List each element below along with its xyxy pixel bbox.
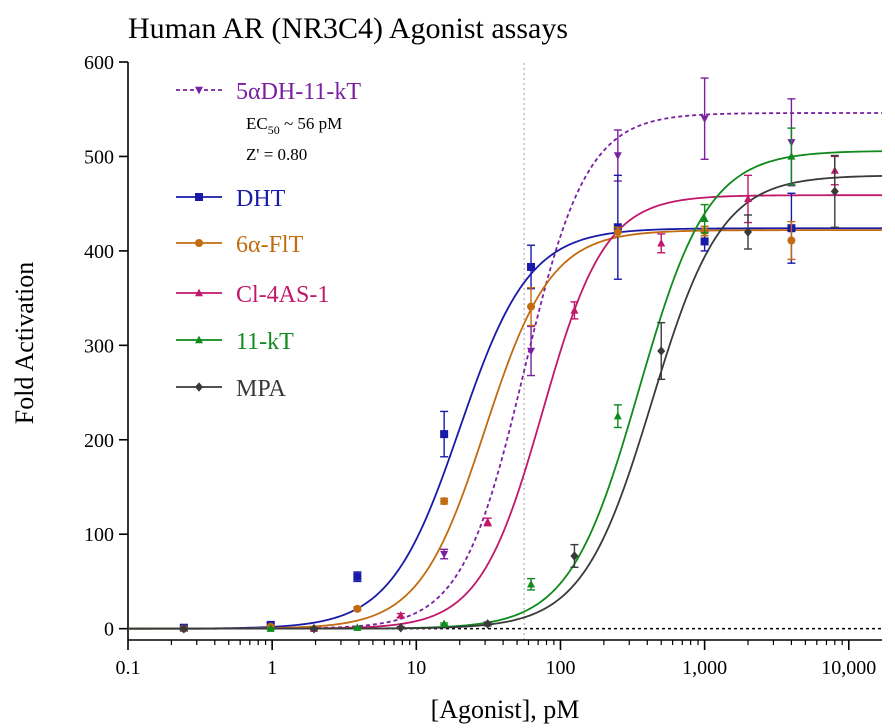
data-point bbox=[440, 550, 449, 559]
x-tick-label: 1,000 bbox=[682, 657, 727, 679]
y-tick-label: 100 bbox=[84, 524, 114, 546]
legend-swatch-marker bbox=[195, 193, 203, 201]
data-point bbox=[570, 305, 579, 314]
data-point bbox=[396, 611, 405, 619]
data-point bbox=[657, 346, 666, 356]
ec50-subscript: 50 bbox=[268, 123, 280, 137]
data-point bbox=[787, 236, 796, 245]
data-point bbox=[440, 497, 449, 506]
fit-curve bbox=[127, 112, 882, 630]
data-point bbox=[179, 623, 188, 634]
legend-swatch-marker bbox=[195, 382, 203, 392]
chart-title: Human AR (NR3C4) Agonist assays bbox=[128, 12, 568, 45]
ec50-annotation: EC50 ~ 56 pM bbox=[246, 114, 342, 137]
data-point bbox=[527, 347, 536, 356]
legend-label: Cl-4AS-1 bbox=[236, 282, 329, 308]
y-axis-label: Fold Activation bbox=[10, 262, 39, 425]
axes: 0 100 200 300 400 500 600 0.1 1 10 100 1,000 10,000 bbox=[84, 52, 882, 679]
data-point bbox=[353, 572, 362, 581]
legend-label: 11-kT bbox=[236, 329, 294, 355]
data-point bbox=[483, 619, 492, 629]
reference-lines bbox=[128, 62, 882, 640]
x-tick-label: 10 bbox=[406, 657, 426, 679]
data-point bbox=[527, 302, 536, 311]
data-point bbox=[440, 430, 449, 439]
data-point bbox=[266, 624, 275, 632]
data-point bbox=[527, 262, 536, 271]
legend-swatch-marker bbox=[195, 288, 203, 297]
legend-swatch-marker bbox=[195, 335, 203, 344]
data-point bbox=[396, 622, 405, 633]
data-point bbox=[700, 237, 709, 246]
data-point bbox=[353, 604, 362, 613]
data-point bbox=[309, 623, 318, 634]
legend-label: 6α-FlT bbox=[236, 232, 304, 258]
data-point bbox=[613, 228, 622, 236]
data-point bbox=[483, 517, 492, 526]
fit-curve bbox=[128, 175, 883, 630]
data-point bbox=[353, 623, 362, 631]
ec50-prefix: EC bbox=[246, 114, 268, 133]
data-point bbox=[657, 238, 666, 247]
y-tick-label: 400 bbox=[84, 241, 114, 263]
data-point bbox=[613, 411, 622, 420]
legend-label: DHT bbox=[236, 186, 286, 212]
x-axis-label: [Agonist], pM bbox=[431, 695, 580, 724]
legend-label: MPA bbox=[236, 376, 286, 402]
y-tick-label: 500 bbox=[84, 146, 114, 168]
legend-swatch-marker bbox=[195, 239, 203, 247]
y-tick-label: 300 bbox=[84, 335, 114, 357]
data-point bbox=[570, 551, 579, 561]
x-tick-label: 0.1 bbox=[116, 657, 141, 679]
zprime-annotation: Z' = 0.80 bbox=[246, 145, 307, 164]
data-point bbox=[527, 579, 536, 588]
data-points bbox=[179, 77, 839, 634]
legend: 5αDH-11-kT DHT 6α-FlT Cl-4AS-1 11-kT MPA bbox=[176, 79, 361, 402]
data-point bbox=[613, 152, 622, 160]
y-tick-label: 600 bbox=[84, 52, 114, 74]
ec50-value: ~ 56 pM bbox=[280, 114, 343, 133]
x-tick-label: 1 bbox=[267, 657, 277, 679]
legend-swatch-marker bbox=[195, 86, 203, 95]
x-tick-label: 10,000 bbox=[821, 657, 876, 679]
data-point bbox=[744, 227, 753, 237]
data-point bbox=[787, 152, 796, 160]
data-point bbox=[744, 194, 753, 203]
y-tick-label: 200 bbox=[84, 430, 114, 452]
y-tick-label: 0 bbox=[104, 619, 114, 641]
data-point bbox=[700, 214, 709, 222]
data-point bbox=[700, 115, 709, 124]
legend-label: 5αDH-11-kT bbox=[236, 79, 361, 105]
fit-curves bbox=[127, 112, 883, 630]
fit-curve bbox=[128, 194, 882, 630]
data-point bbox=[440, 619, 449, 628]
x-tick-label: 100 bbox=[545, 657, 575, 679]
data-point bbox=[830, 186, 839, 197]
